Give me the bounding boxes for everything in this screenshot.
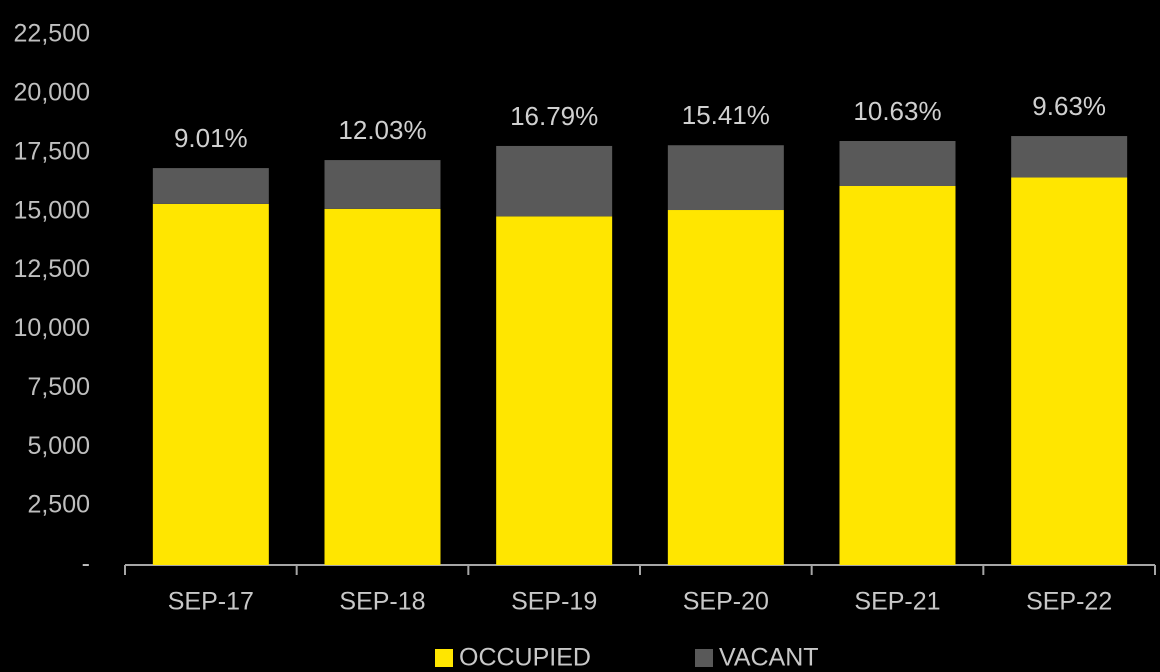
y-tick-label: 22,500: [14, 20, 90, 48]
legend-label: OCCUPIED: [459, 644, 591, 672]
vacancy-label: 16.79%: [510, 101, 598, 131]
y-tick-label: 20,000: [14, 78, 90, 106]
y-tick-label: 7,500: [27, 373, 90, 401]
bar-segment: [324, 160, 441, 209]
x-tick-label: SEP-20: [683, 588, 769, 616]
bar-segment: [839, 141, 956, 186]
y-tick-label: 5,000: [27, 432, 90, 460]
x-tick-label: SEP-18: [339, 588, 425, 616]
y-tick-label: 17,500: [14, 137, 90, 165]
bar-segment: [667, 210, 784, 566]
y-tick-label: 2,500: [27, 491, 90, 519]
x-tick-label: SEP-21: [854, 588, 940, 616]
y-tick-label: -: [82, 550, 90, 578]
bar-segment: [496, 216, 613, 565]
x-tick-label: SEP-17: [168, 588, 254, 616]
y-tick-label: 15,000: [14, 196, 90, 224]
vacancy-label: 9.01%: [174, 123, 248, 153]
bar-segment: [839, 185, 956, 566]
legend-label: VACANT: [719, 644, 819, 672]
y-tick-label: 10,000: [14, 314, 90, 342]
legend-swatch: [435, 649, 453, 667]
bar-segment: [152, 168, 269, 204]
bar-segment: [667, 145, 784, 211]
vacancy-label: 12.03%: [338, 115, 426, 145]
vacancy-label: 9.63%: [1032, 91, 1106, 121]
bar-segment: [1011, 177, 1128, 565]
legend-swatch: [695, 649, 713, 667]
vacancy-label: 10.63%: [853, 96, 941, 126]
x-tick-label: SEP-22: [1026, 588, 1112, 616]
bar-segment: [152, 203, 269, 566]
x-tick-label: SEP-19: [511, 588, 597, 616]
bar-segment: [1011, 136, 1128, 178]
bar-segment: [324, 208, 441, 565]
y-tick-label: 12,500: [14, 255, 90, 283]
vacancy-label: 15.41%: [682, 100, 770, 130]
bar-segment: [496, 145, 613, 217]
